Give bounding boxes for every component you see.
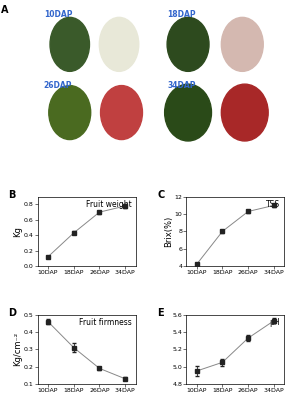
Ellipse shape	[221, 84, 268, 141]
Text: 26DAP: 26DAP	[44, 80, 72, 90]
Text: Fruit weight: Fruit weight	[86, 200, 132, 209]
Text: E: E	[157, 308, 164, 318]
Y-axis label: Brix(%): Brix(%)	[164, 216, 173, 247]
Text: Fruit firmness: Fruit firmness	[79, 318, 132, 327]
Text: B: B	[8, 190, 16, 200]
Ellipse shape	[99, 17, 139, 71]
Text: D: D	[8, 308, 16, 318]
Text: 34DAP: 34DAP	[167, 80, 196, 90]
Text: 18DAP: 18DAP	[167, 10, 196, 18]
Ellipse shape	[167, 17, 209, 71]
Ellipse shape	[49, 86, 91, 140]
Ellipse shape	[101, 86, 142, 140]
Ellipse shape	[221, 17, 263, 71]
Text: 10DAP: 10DAP	[44, 10, 72, 18]
Y-axis label: Kg/cm⁻²: Kg/cm⁻²	[13, 332, 22, 366]
Y-axis label: Kg: Kg	[13, 226, 22, 237]
Text: C: C	[157, 190, 164, 200]
Text: pH: pH	[270, 318, 280, 327]
Text: A: A	[1, 5, 9, 15]
Ellipse shape	[165, 84, 211, 141]
Ellipse shape	[50, 17, 89, 71]
Text: TSS: TSS	[266, 200, 280, 209]
